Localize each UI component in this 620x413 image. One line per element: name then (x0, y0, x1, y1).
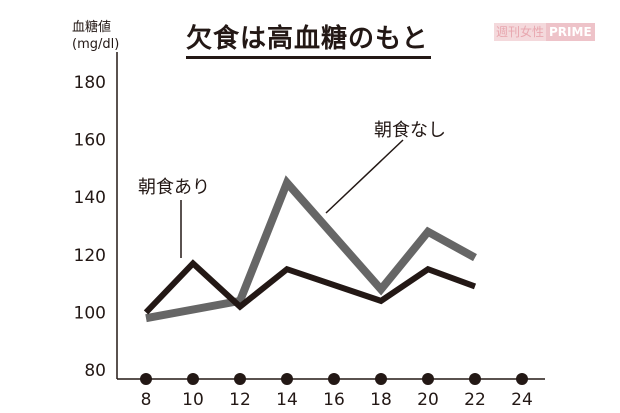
label-without-breakfast: 朝食なし (374, 120, 446, 141)
x-tick-label: 16 (323, 390, 345, 410)
x-tick-dot (140, 373, 152, 385)
x-tick-label: 12 (229, 390, 251, 410)
x-tick-dot (375, 373, 387, 385)
brand-logo: 週刊女性 PRIME (494, 23, 595, 41)
x-tick-label: 22 (464, 390, 486, 410)
x-tick-label: 8 (141, 390, 152, 410)
series-line-without-breakfast (145, 175, 477, 323)
x-tick-dot (281, 373, 293, 385)
x-tick-dot (422, 373, 434, 385)
x-tick-label: 20 (417, 390, 439, 410)
x-tick-label: 14 (276, 390, 298, 410)
x-tick-label: 10 (182, 390, 204, 410)
label-with-breakfast: 朝食あり (138, 177, 210, 198)
leader-line-without-breakfast (325, 139, 404, 214)
y-tick-label: 160 (74, 131, 106, 151)
x-tick-dot (328, 373, 340, 385)
x-tick-dot (234, 373, 246, 385)
series-line-with-breakfast (143, 259, 477, 315)
title-underline (186, 56, 431, 59)
chart-title: 欠食は高血糖のもと (186, 24, 429, 54)
y-axis-unit: (mg/dl) (72, 37, 120, 52)
y-tick-label: 100 (74, 303, 106, 323)
y-axis-label: 血糖値 (72, 20, 112, 35)
brand-text-en: PRIME (546, 23, 595, 41)
x-tick-dot (469, 373, 481, 385)
x-tick-dot (516, 373, 528, 385)
x-tick-label: 24 (511, 390, 533, 410)
brand-text-ja: 週刊女性 (494, 23, 547, 41)
x-tick-dot (187, 373, 199, 385)
y-tick-label: 120 (74, 246, 106, 266)
x-tick-label: 18 (370, 390, 392, 410)
y-tick-label: 180 (74, 73, 106, 93)
y-tick-label: 80 (84, 361, 106, 381)
y-tick-label: 140 (74, 188, 106, 208)
